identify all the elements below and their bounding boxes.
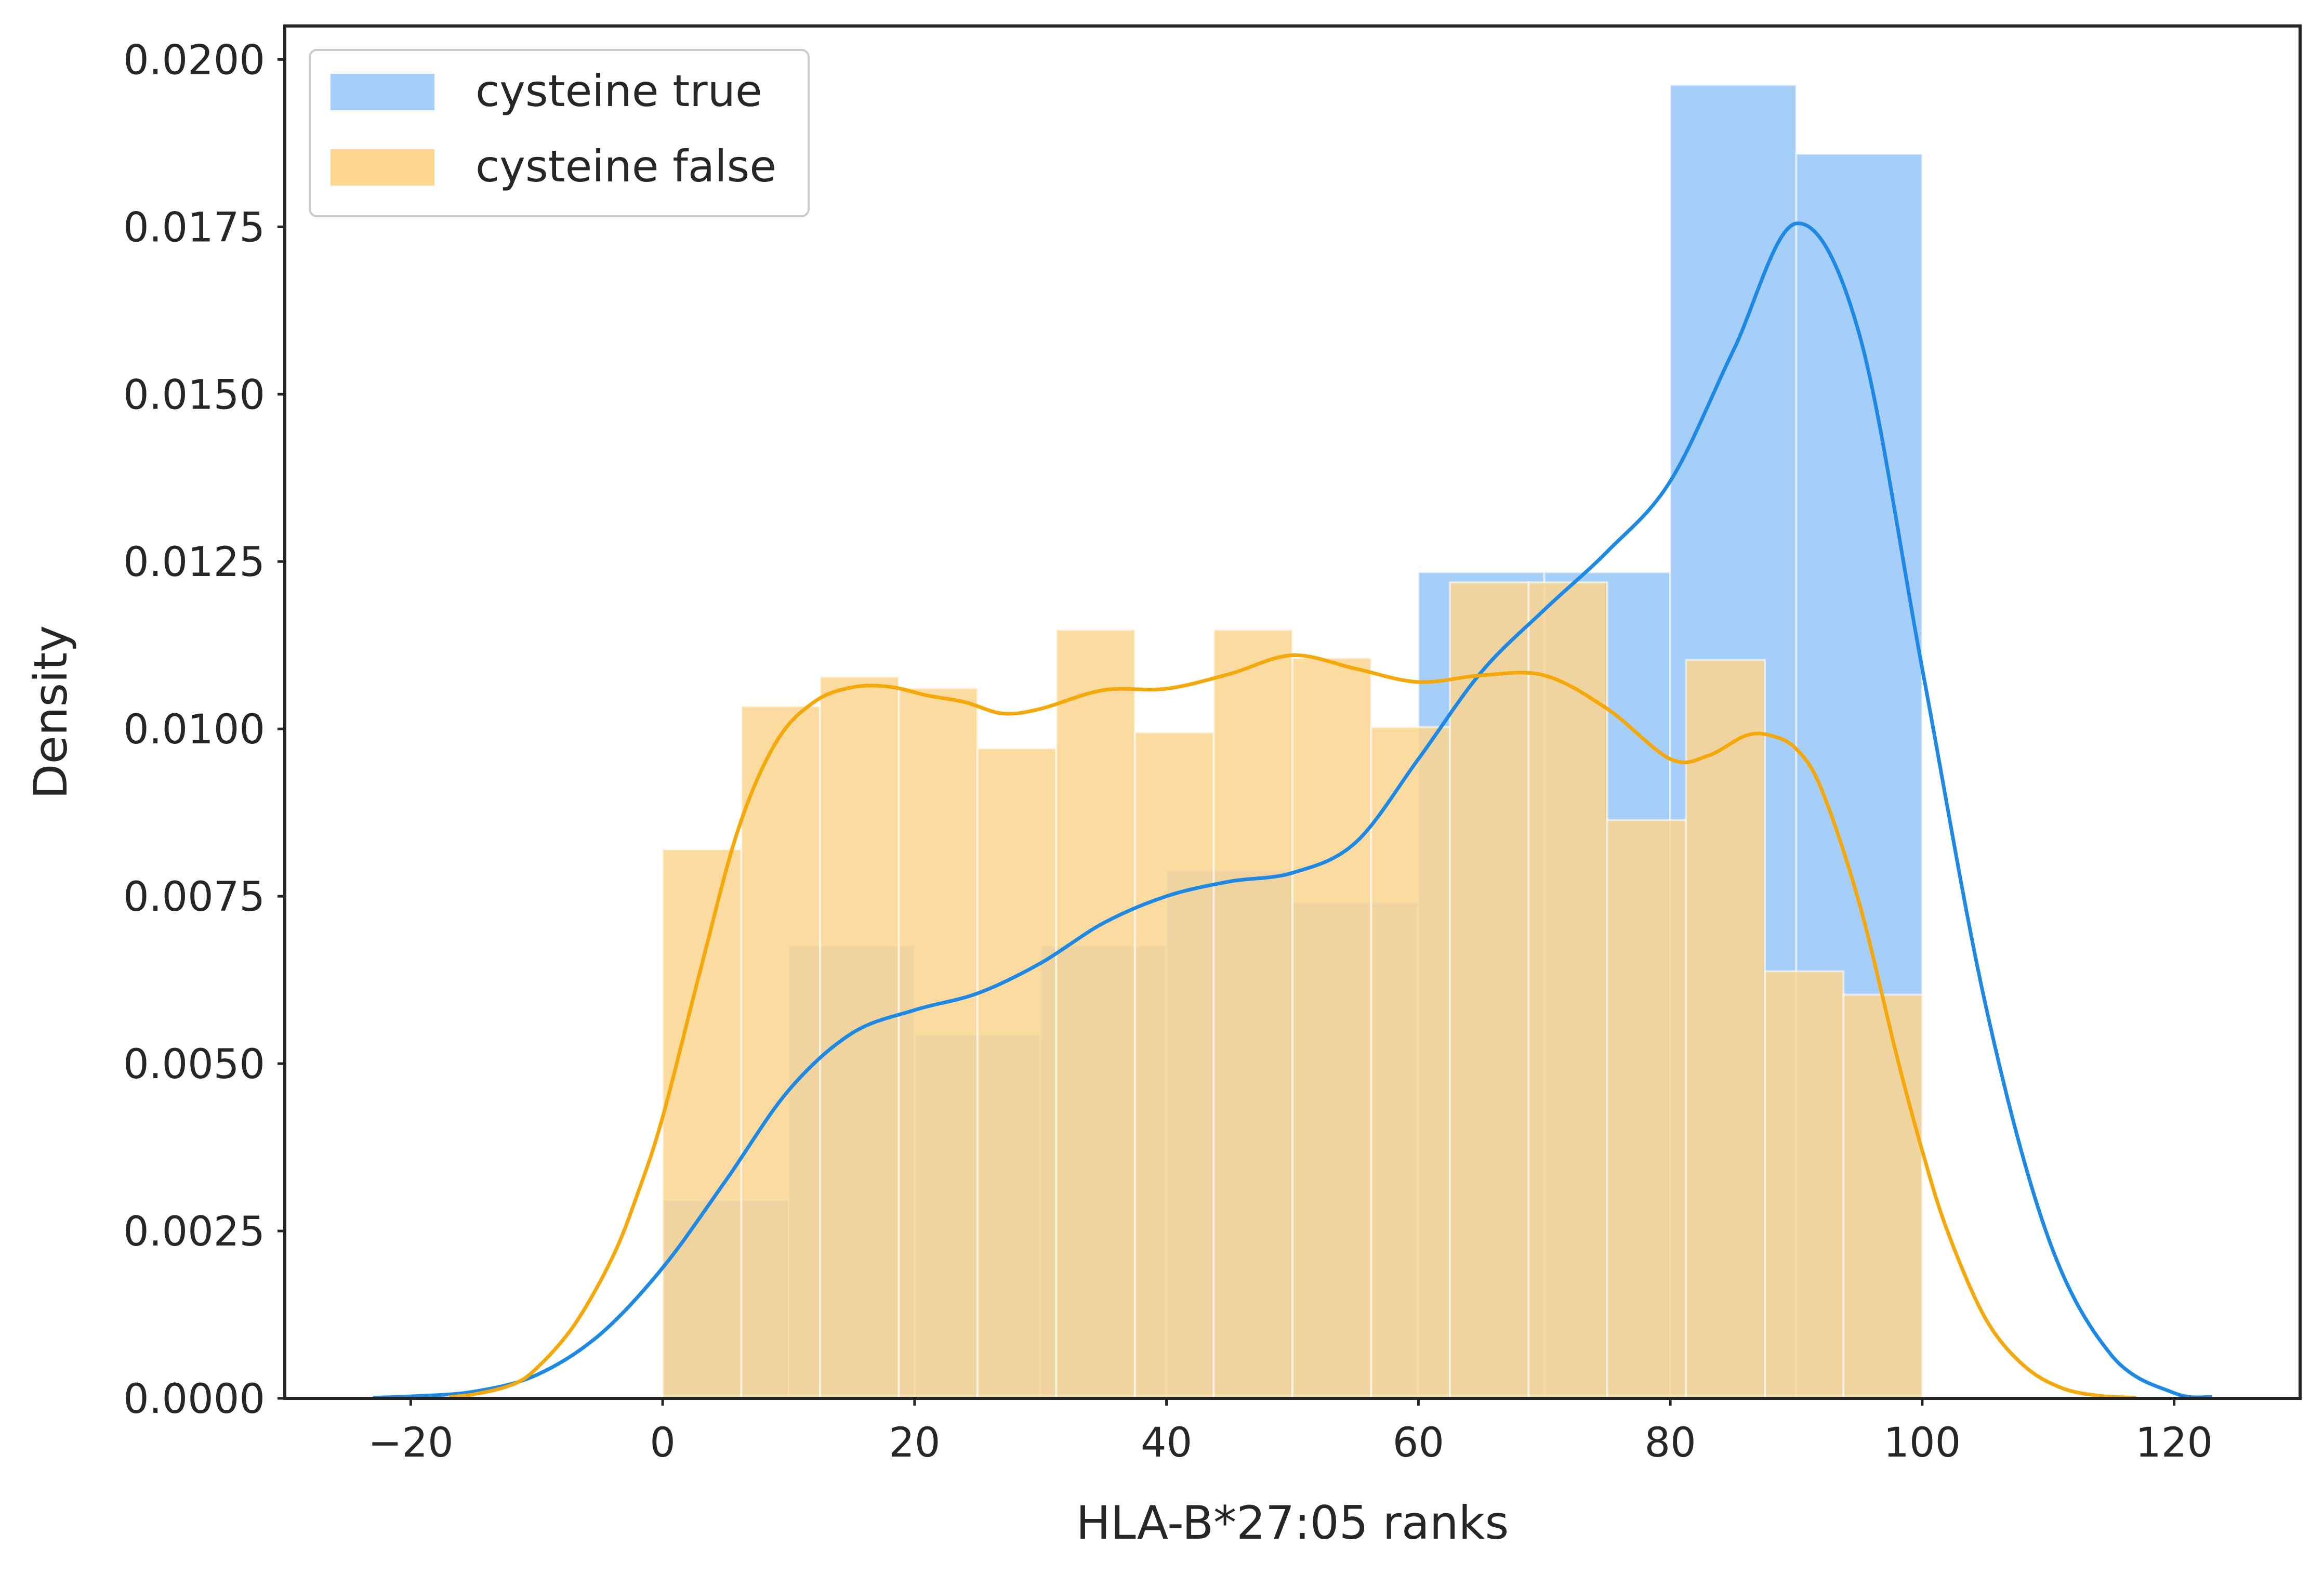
histogram-bar <box>740 705 822 1399</box>
histogram-bar <box>1291 657 1372 1399</box>
legend: cysteine true cysteine false <box>309 49 810 217</box>
histogram-bar <box>1527 581 1608 1399</box>
y-tick-label: 0.0125 <box>123 539 265 586</box>
legend-swatch <box>331 149 434 186</box>
histogram-bar <box>1763 970 1845 1399</box>
plot-area <box>373 84 2212 1400</box>
x-tick-label: 80 <box>1644 1420 1696 1466</box>
y-tick-label: 0.0200 <box>123 37 265 84</box>
histogram-bar <box>1685 659 1766 1399</box>
plot-frame <box>283 24 2302 1400</box>
y-tick-label: 0.0075 <box>123 874 265 921</box>
histogram-bar <box>976 747 1058 1399</box>
legend-label: cysteine false <box>476 141 776 192</box>
legend-swatch <box>331 74 434 110</box>
x-axis-label: HLA-B*27:05 ranks <box>1076 1496 1509 1550</box>
histogram-bar <box>662 848 743 1399</box>
x-tick-label: 120 <box>2135 1420 2213 1466</box>
y-tick-label: 0.0050 <box>123 1041 265 1088</box>
histogram-bar <box>897 687 979 1399</box>
histogram-bar <box>819 675 900 1399</box>
kde-line-cysteine-false <box>448 653 2137 1400</box>
y-tick-label: 0.0100 <box>123 706 265 753</box>
histogram-bar <box>1212 628 1293 1399</box>
histogram-bar <box>1448 581 1530 1399</box>
x-tick-label: 40 <box>1141 1420 1192 1466</box>
y-tick-label: 0.0000 <box>123 1376 265 1423</box>
legend-label: cysteine true <box>476 65 762 116</box>
histogram-bar <box>1842 993 1923 1399</box>
axes: −20 0 20 40 60 80 100 120 0.0000 0.0025 0.0050 0.00… <box>123 24 2302 1466</box>
histogram-bar <box>1370 726 1451 1399</box>
x-tick-label: −20 <box>368 1420 454 1466</box>
x-tick-label: 20 <box>889 1420 940 1466</box>
kde-line-cysteine-true <box>373 221 2212 1400</box>
y-axis-label: Density <box>24 625 77 799</box>
y-tick-label: 0.0150 <box>123 372 265 418</box>
histogram-cysteine-false <box>662 581 1923 1399</box>
histogram-bar <box>1606 819 1687 1399</box>
histogram-bar <box>1134 731 1215 1399</box>
histogram-bar <box>1055 628 1137 1399</box>
y-tick-label: 0.0025 <box>123 1209 265 1255</box>
x-tick-label: 0 <box>650 1420 676 1466</box>
y-tick-label: 0.0175 <box>123 204 265 251</box>
x-tick-label: 60 <box>1393 1420 1444 1466</box>
x-tick-label: 100 <box>1883 1420 1961 1466</box>
